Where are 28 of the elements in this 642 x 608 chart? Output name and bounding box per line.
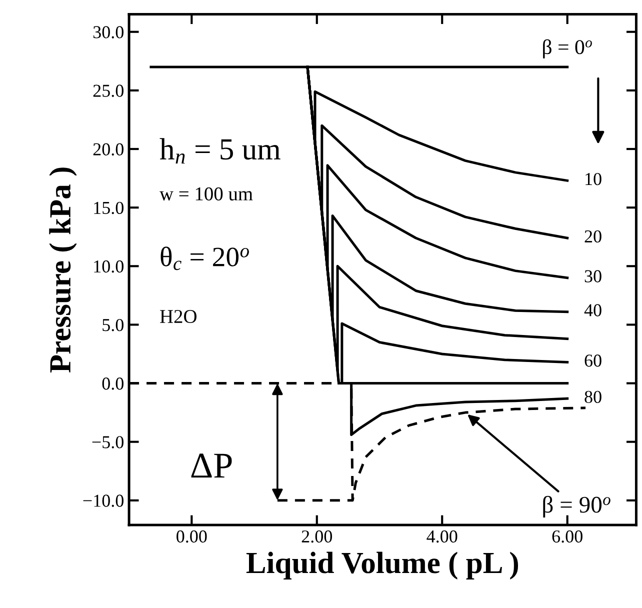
series-label: 10	[586, 172, 602, 186]
annotation: θ$_{c}$ = 20$^{o}$	[160, 246, 249, 270]
annotation: H2O	[160, 310, 196, 324]
y-tick-label: 5.0	[102, 318, 124, 332]
series-label: 20	[584, 230, 602, 243]
x-tick-label: 0.00	[176, 530, 207, 543]
annotation: ΔP	[191, 454, 232, 478]
x-tick-label: 2.00	[302, 530, 332, 543]
y-tick-label: 0.0	[102, 378, 124, 390]
legend-label: 30	[584, 270, 602, 282]
y-tick-label: 15.0	[94, 202, 124, 214]
y-tick-label: −5.0	[92, 436, 124, 448]
annotation: β = 90$^{o}$	[543, 496, 610, 518]
x-axis-title: Liquid Volume ( pL )	[246, 552, 518, 580]
y-tick-label: −10.0	[83, 494, 124, 507]
series-label: β = 0$^{o}$	[543, 39, 592, 58]
series-label: 80	[584, 390, 602, 404]
series-label: 60	[584, 354, 602, 367]
y-tick-label: 25.0	[93, 84, 124, 97]
y-tick-label: 10.0	[94, 260, 124, 273]
series-label: 40	[584, 304, 602, 316]
y-tick-label: 20.0	[93, 143, 124, 156]
x-tick-label: 4.00	[426, 530, 458, 543]
annotation: h$_{n}$ = 5 um	[160, 138, 280, 164]
annotation: w = 100 um	[159, 187, 253, 200]
y-axis-title: Pressure ( kPa )	[49, 168, 77, 373]
y-tick-label: 30.0	[93, 26, 124, 38]
x-tick-label: 6.00	[552, 530, 582, 543]
